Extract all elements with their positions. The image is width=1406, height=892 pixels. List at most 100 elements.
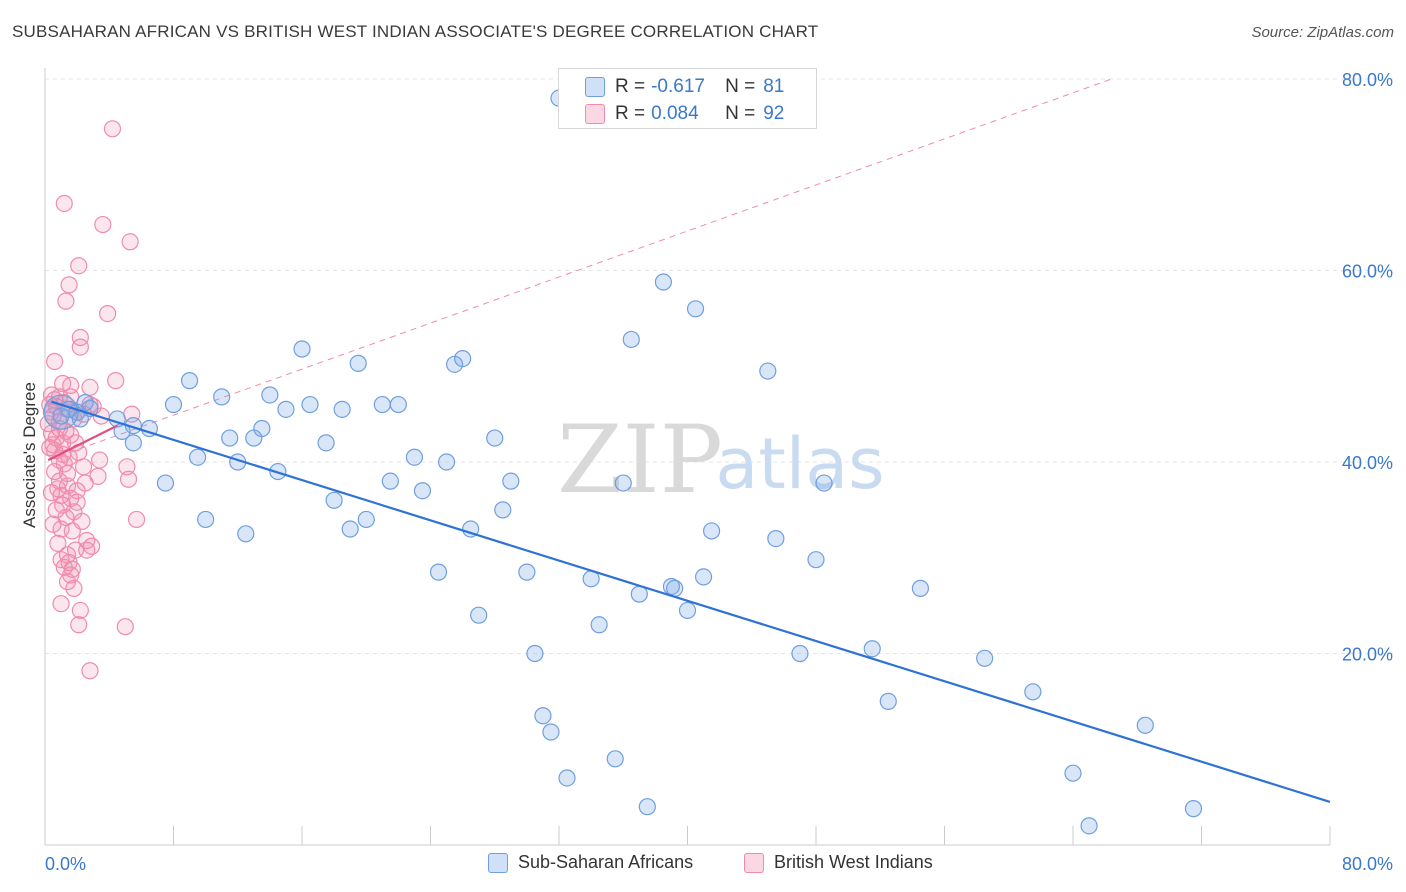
data-point-sub-saharan-africans	[767, 529, 785, 548]
data-point-british-west-indians	[70, 616, 88, 634]
y-axis-title: Associate's Degree	[20, 382, 39, 528]
data-point-sub-saharan-africans	[638, 798, 656, 816]
data-point-british-west-indians	[70, 257, 88, 275]
data-point-sub-saharan-africans	[686, 300, 705, 318]
data-point-sub-saharan-africans	[534, 707, 552, 725]
data-point-sub-saharan-africans	[614, 474, 632, 492]
data-point-british-west-indians	[103, 120, 122, 138]
data-point-sub-saharan-africans	[1080, 817, 1098, 835]
data-point-sub-saharan-africans	[325, 491, 343, 509]
british-west-indians-points	[39, 120, 146, 680]
data-point-british-west-indians	[50, 472, 69, 490]
data-point-sub-saharan-africans	[622, 330, 640, 349]
legend-row-blue: R = -0.617 N = 81	[585, 75, 784, 99]
data-point-british-west-indians	[71, 338, 89, 356]
data-point-british-west-indians	[44, 515, 62, 533]
series-legend: Sub-Saharan Africans British West Indian…	[0, 852, 1406, 878]
n-value: 92	[763, 103, 785, 124]
data-point-british-west-indians	[58, 573, 77, 591]
trend-lines	[47, 400, 1331, 803]
data-point-sub-saharan-africans	[188, 448, 207, 466]
data-point-sub-saharan-africans	[654, 273, 673, 291]
data-point-sub-saharan-africans	[518, 563, 536, 581]
data-point-sub-saharan-africans	[911, 579, 930, 597]
data-point-sub-saharan-africans	[317, 434, 335, 452]
data-point-british-west-indians	[99, 304, 117, 323]
trend-line-british-west-indians	[47, 424, 118, 462]
data-point-sub-saharan-africans	[1024, 683, 1042, 701]
data-point-sub-saharan-africans	[879, 692, 897, 710]
data-point-british-west-indians	[68, 482, 86, 500]
data-point-sub-saharan-africans	[702, 522, 721, 540]
data-point-sub-saharan-africans	[486, 429, 504, 447]
data-point-british-west-indians	[78, 541, 96, 559]
data-point-sub-saharan-africans	[180, 372, 199, 390]
r-label: R =	[615, 103, 646, 124]
y-tick-label: 60.0%	[1342, 262, 1393, 282]
data-point-sub-saharan-africans	[526, 644, 544, 663]
data-point-sub-saharan-africans	[807, 551, 825, 569]
data-point-sub-saharan-africans	[694, 568, 713, 586]
data-point-sub-saharan-africans-cluster	[43, 394, 79, 430]
data-point-sub-saharan-africans	[1184, 800, 1203, 818]
data-point-sub-saharan-africans	[678, 601, 697, 620]
data-point-british-west-indians	[62, 388, 80, 406]
watermark: ZIP atlas	[557, 406, 884, 515]
data-point-british-west-indians	[121, 233, 139, 251]
tick-labels: 20.0% 40.0% 60.0% 80.0% 0.0% 80.0%	[45, 70, 1393, 874]
blue-swatch	[585, 77, 605, 97]
data-point-sub-saharan-africans	[293, 340, 311, 358]
n-label: N =	[725, 76, 756, 97]
data-point-british-west-indians	[71, 328, 89, 347]
data-point-sub-saharan-africans	[253, 419, 271, 438]
legend-label: British West Indians	[774, 852, 933, 872]
data-point-sub-saharan-africans	[381, 472, 399, 490]
data-point-british-west-indians	[127, 510, 146, 529]
data-point-sub-saharan-africans	[373, 395, 391, 414]
data-point-sub-saharan-africans	[470, 606, 488, 624]
data-point-sub-saharan-africans	[413, 482, 432, 500]
data-point-sub-saharan-africans	[221, 429, 239, 447]
legend-item-british-west-indians[interactable]: British West Indians	[744, 852, 933, 873]
data-point-british-west-indians	[46, 352, 64, 371]
data-point-sub-saharan-africans	[1064, 764, 1082, 782]
grid-lines	[45, 78, 1393, 654]
y-tick-label: 80.0%	[1342, 70, 1393, 90]
data-point-sub-saharan-africans	[437, 453, 456, 471]
data-point-sub-saharan-africans	[590, 616, 608, 634]
n-label: N =	[725, 103, 756, 124]
r-label: R =	[615, 76, 646, 97]
pink-swatch	[585, 104, 605, 124]
pink-trend-extension	[48, 78, 1112, 461]
data-point-sub-saharan-africans	[454, 349, 472, 368]
source-label: Source: ZipAtlas.com	[1251, 24, 1394, 41]
legend-label: Sub-Saharan Africans	[518, 852, 694, 872]
data-point-sub-saharan-africans	[357, 510, 375, 529]
data-point-sub-saharan-africans	[429, 563, 448, 581]
data-point-british-west-indians	[91, 451, 109, 469]
data-point-british-west-indians	[107, 372, 125, 390]
data-point-sub-saharan-africans	[1136, 716, 1154, 734]
data-point-sub-saharan-africans	[606, 750, 624, 768]
data-point-british-west-indians	[65, 579, 83, 597]
r-value: -0.617	[651, 76, 705, 97]
data-point-british-west-indians	[71, 601, 89, 620]
data-point-british-west-indians	[63, 522, 81, 540]
legend-item-sub-saharan[interactable]: Sub-Saharan Africans	[488, 852, 693, 873]
data-point-sub-saharan-africans	[197, 510, 215, 529]
data-point-sub-saharan-africans	[261, 386, 279, 404]
data-point-british-west-indians	[46, 462, 64, 481]
data-point-sub-saharan-africans	[213, 388, 231, 406]
chart-title: SUBSAHARAN AFRICAN VS BRITISH WEST INDIA…	[12, 22, 819, 41]
data-point-sub-saharan-africans	[389, 395, 407, 414]
x-tick-label-min: 0.0%	[45, 854, 86, 874]
n-value: 81	[763, 76, 785, 97]
data-point-sub-saharan-africans	[791, 644, 809, 663]
watermark-atlas: atlas	[715, 423, 884, 505]
data-point-sub-saharan-africans	[76, 394, 94, 412]
data-point-british-west-indians	[119, 470, 138, 488]
data-point-sub-saharan-africans	[156, 474, 175, 492]
data-point-sub-saharan-africans	[124, 434, 142, 452]
data-point-sub-saharan-africans	[333, 400, 351, 418]
